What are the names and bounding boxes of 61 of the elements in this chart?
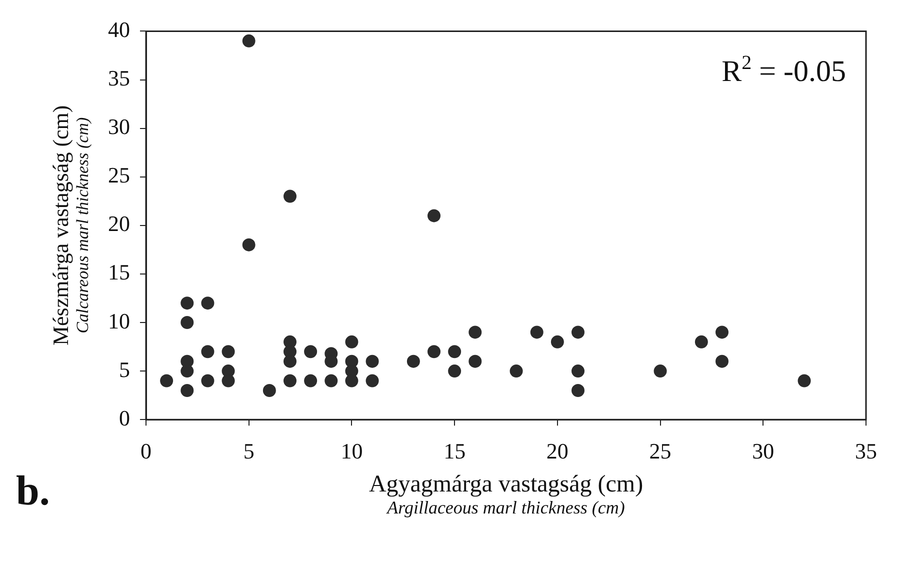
x-tick-label: 35	[855, 438, 877, 464]
point	[366, 374, 379, 388]
y-tick-label: 25	[108, 162, 130, 188]
y-tick-label: 5	[119, 356, 130, 382]
point	[160, 374, 174, 388]
point	[798, 374, 811, 388]
x-tick-label: 20	[546, 438, 568, 464]
point	[180, 364, 194, 378]
point	[550, 335, 564, 348]
point	[222, 345, 235, 358]
point	[448, 364, 462, 378]
point	[284, 354, 296, 368]
point	[510, 364, 523, 378]
point	[406, 354, 420, 368]
point	[468, 354, 482, 368]
point	[530, 326, 544, 339]
point	[654, 364, 667, 378]
point	[262, 384, 276, 397]
point	[242, 34, 256, 48]
y-tick-label: 20	[108, 211, 130, 236]
x-tick-label: 5	[243, 438, 254, 464]
point	[428, 209, 440, 222]
point	[716, 326, 728, 339]
point	[694, 335, 708, 348]
point	[180, 384, 194, 397]
x-tick-label: 0	[140, 438, 152, 464]
x-tick-label: 30	[752, 438, 774, 464]
point	[201, 374, 214, 388]
y-tick-label: 30	[108, 114, 130, 140]
point	[345, 335, 358, 348]
y-tick-label: 40	[108, 16, 130, 42]
point	[284, 374, 296, 388]
x-axis-title: Agyagmárga vastagság (cm) Argillaceous marl thickness (cm)	[368, 472, 644, 518]
point	[180, 316, 194, 329]
point	[716, 354, 728, 368]
y-tick-label: 35	[108, 66, 130, 91]
point	[180, 296, 194, 310]
y-tick-label: 0	[119, 405, 130, 430]
point	[324, 374, 338, 388]
y-axis-title: Mészmárga vastagság (cm) Calcareous marl thickness (cm)	[48, 105, 92, 346]
point	[201, 345, 214, 358]
point	[448, 345, 462, 358]
point	[572, 364, 584, 378]
y-tick-label: 10	[108, 308, 130, 334]
point	[572, 326, 584, 339]
point	[428, 345, 440, 358]
y-tick-label: 15	[108, 260, 130, 285]
text: b.	[16, 468, 50, 515]
point	[572, 384, 584, 397]
x-tick-label: 10	[340, 438, 363, 464]
point	[304, 345, 318, 358]
point	[345, 374, 358, 388]
point	[201, 296, 214, 310]
x-tick-label: 15	[444, 438, 466, 464]
point	[284, 190, 296, 203]
x-tick-label: 25	[649, 438, 672, 464]
point	[222, 374, 235, 388]
point	[366, 354, 379, 368]
point	[242, 238, 256, 252]
point	[304, 374, 318, 388]
point	[468, 326, 482, 339]
